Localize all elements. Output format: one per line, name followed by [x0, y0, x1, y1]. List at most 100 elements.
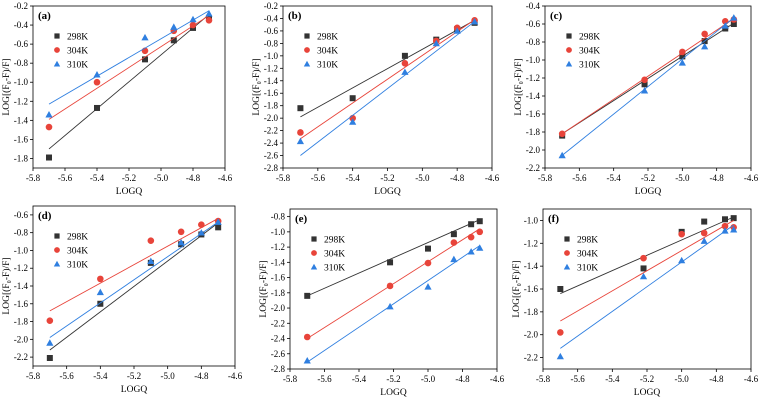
x-tick-label: -5.0 [675, 374, 690, 384]
legend-marker-304K [564, 250, 570, 256]
y-axis-title: LOG[(F₀-F)/F] [258, 260, 269, 317]
y-tick-label: -2.8 [264, 163, 279, 173]
legend-label-310K: 310K [579, 61, 600, 71]
data-point-304K [467, 233, 475, 241]
data-point-298K [476, 218, 483, 225]
fit-line-304K [300, 19, 475, 140]
y-tick-label: -0.4 [526, 1, 541, 11]
x-tick-label: -5.6 [571, 374, 586, 384]
data-point-310K [401, 68, 409, 75]
y-tick-label: -1.6 [524, 284, 539, 294]
chart-panel-4: -5.8 -5.6 -5.4 -5.2 -5.0 -4.8 -4.6 -2.2 -2.0 -1.8… [1, 205, 243, 395]
legend-marker-304K [54, 247, 60, 253]
data-point-304K [401, 60, 409, 67]
legend-label-310K: 310K [577, 264, 598, 274]
x-tick-label: -4.8 [710, 173, 725, 183]
x-axis-title: LOGQ [121, 385, 148, 395]
y-tick-label: -1.8 [14, 153, 29, 163]
y-tick-label: -0.8 [14, 228, 29, 238]
x-axis-title: LOGQ [634, 388, 661, 398]
data-point-310K [424, 283, 432, 290]
legend-label-304K: 304K [324, 250, 345, 260]
panel-label: (a) [38, 10, 51, 22]
legend-marker-310K [53, 260, 61, 267]
data-point-310K [450, 255, 458, 263]
y-tick-label: -0.6 [14, 39, 29, 49]
plot-frame [282, 5, 493, 169]
legend-marker-298K [566, 33, 572, 39]
legend-marker-310K [563, 263, 571, 270]
y-tick-label: -1.2 [271, 242, 285, 252]
fit-line-310K [306, 245, 481, 363]
y-axis-title: LOG[(F₀-F)/F] [1, 58, 12, 115]
data-point-310K [476, 244, 484, 251]
legend-label-310K: 310K [324, 264, 345, 274]
y-tick-label: -2.0 [526, 145, 541, 155]
legend-label-298K: 298K [324, 236, 345, 246]
legend-marker-310K [310, 263, 318, 270]
series-298K [46, 222, 222, 361]
data-point-298K [297, 105, 304, 112]
data-point-310K [639, 272, 648, 280]
data-point-310K [189, 15, 197, 23]
plot-frame [289, 208, 498, 370]
y-tick-label: -1.4 [14, 115, 29, 125]
data-point-304K [424, 259, 432, 267]
y-tick-label: -1.6 [14, 299, 29, 309]
x-tick-label: -4.8 [186, 173, 201, 183]
x-tick-label: -5.4 [346, 173, 361, 183]
data-point-304K [557, 329, 564, 336]
legend-marker-310K [53, 60, 61, 67]
y-tick-label: -0.2 [14, 1, 28, 11]
x-tick-label: -4.6 [228, 371, 243, 381]
data-point-304K [678, 230, 685, 238]
fit-line-310K [48, 10, 210, 105]
x-axis-title: LOGQ [635, 187, 662, 197]
legend-label-298K: 298K [579, 33, 600, 43]
x-axis-title: LOGQ [116, 187, 143, 197]
x-tick-label: -5.6 [317, 374, 332, 384]
y-tick-label: -2.0 [524, 330, 539, 340]
data-point-298K [387, 259, 394, 266]
y-axis-title: LOG[(F₀-F)/F] [251, 58, 262, 115]
y-tick-label: -1.2 [264, 63, 278, 73]
data-point-298K [46, 355, 53, 361]
y-tick-label: -0.4 [14, 20, 29, 30]
y-tick-label: -0.8 [14, 58, 29, 68]
legend-marker-304K [566, 47, 572, 53]
data-point-310K [467, 248, 475, 255]
x-tick-label: -5.2 [127, 371, 141, 381]
y-tick-label: -1.0 [14, 77, 29, 87]
series-304K [303, 228, 484, 341]
data-point-298K [722, 216, 728, 223]
x-tick-label: -5.4 [352, 374, 367, 384]
data-point-298K [349, 95, 356, 102]
data-point-310K [296, 137, 305, 145]
x-tick-label: -5.8 [536, 374, 551, 384]
y-tick-label: -1.2 [524, 238, 538, 248]
y-tick-label: -2.6 [264, 151, 279, 161]
y-tick-label: -1.4 [526, 91, 541, 101]
data-point-298K [46, 154, 52, 161]
data-point-304K [700, 229, 708, 237]
panel-label: (f) [548, 213, 559, 225]
series-310K [303, 244, 484, 364]
plot-frame [542, 208, 752, 370]
fit-line-304K [48, 15, 210, 120]
y-tick-label: -2.2 [524, 353, 538, 363]
x-tick-label: -5.0 [415, 173, 430, 183]
y-tick-label: -1.4 [264, 76, 279, 86]
legend-label-304K: 304K [577, 250, 598, 260]
x-tick-label: -5.2 [122, 173, 136, 183]
y-tick-label: -1.6 [264, 88, 279, 98]
y-tick-label: -0.8 [526, 37, 541, 47]
legend-label-298K: 298K [577, 236, 598, 246]
data-point-310K [721, 227, 729, 234]
y-tick-label: -2.8 [271, 364, 286, 374]
y-tick-label: -2.0 [264, 113, 279, 123]
data-point-298K [730, 21, 737, 27]
x-axis-title: LOGQ [380, 388, 407, 398]
data-point-304K [45, 123, 53, 131]
y-tick-label: -1.4 [524, 261, 539, 271]
